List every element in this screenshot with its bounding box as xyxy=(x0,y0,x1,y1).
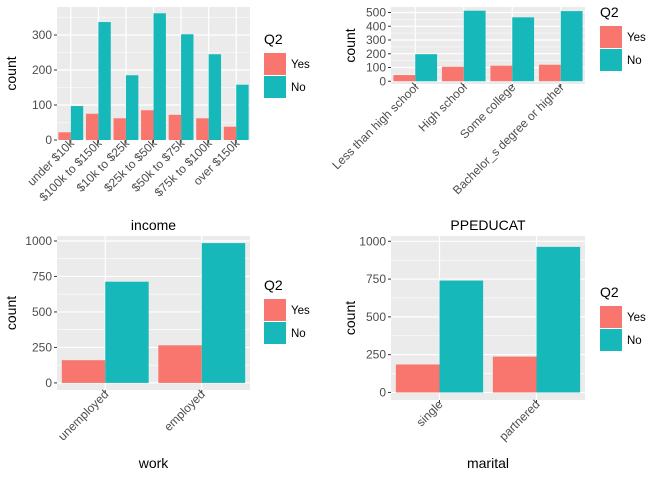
y-tick-label: 500 xyxy=(32,305,52,319)
legend-key-no xyxy=(600,329,622,351)
bar-no xyxy=(105,281,149,383)
legend-title: Q2 xyxy=(264,31,283,47)
legend-key-yes xyxy=(264,53,286,75)
bar-yes xyxy=(141,110,154,140)
y-tick-label: 400 xyxy=(366,19,386,33)
y-tick-label: 300 xyxy=(366,33,386,47)
y-tick-label: 500 xyxy=(366,6,386,20)
y-tick-label: 0 xyxy=(379,74,386,88)
bar-no xyxy=(536,246,581,393)
legend-title: Q2 xyxy=(600,284,619,300)
bar-yes xyxy=(113,118,126,140)
x-tick-label: partnered xyxy=(496,397,542,443)
y-tick-label: 0 xyxy=(45,376,52,390)
bar-yes xyxy=(395,364,440,393)
legend-label: No xyxy=(291,82,306,94)
bar-no xyxy=(181,34,194,140)
x-axis-title: work xyxy=(138,455,170,471)
legend-key-yes xyxy=(600,26,622,48)
legend-label: No xyxy=(627,55,642,67)
legend-label: No xyxy=(291,328,306,340)
legend-key-no xyxy=(264,322,286,344)
legend-key-no xyxy=(600,49,622,71)
bar-no xyxy=(236,84,249,140)
legend-label: Yes xyxy=(291,59,310,71)
bar-yes xyxy=(168,114,182,140)
bar-yes xyxy=(393,75,416,82)
y-tick-label: 750 xyxy=(32,269,52,283)
bar-no xyxy=(201,243,246,383)
bar-no xyxy=(70,106,84,140)
legend-key-yes xyxy=(600,306,622,328)
y-tick-label: 500 xyxy=(366,310,386,324)
bar-yes xyxy=(490,65,513,82)
x-tick-label: unemployed xyxy=(55,387,111,443)
y-tick-label: 200 xyxy=(366,47,386,61)
bar-yes xyxy=(196,118,209,140)
y-axis-title: count xyxy=(342,301,358,335)
y-tick-label: 1000 xyxy=(25,234,52,248)
x-axis-title: marital xyxy=(467,455,509,471)
legend-key-yes xyxy=(264,299,286,321)
bar-no xyxy=(512,17,535,82)
x-tick-label: single xyxy=(414,397,446,429)
legend-title: Q2 xyxy=(600,4,619,20)
legend-label: Yes xyxy=(291,305,310,317)
bar-yes xyxy=(85,113,99,140)
legend: Q2 Yes No xyxy=(600,284,646,351)
bar-no xyxy=(463,10,486,82)
bar-yes xyxy=(223,126,237,140)
x-tick-label: Less than high school xyxy=(329,80,421,172)
x-axis-title: PPEDUCAT xyxy=(450,217,526,233)
bar-no xyxy=(560,11,583,82)
bar-yes xyxy=(492,356,537,393)
y-tick-label: 1000 xyxy=(359,234,386,248)
legend: Q2 Yes No xyxy=(264,31,310,98)
y-tick-label: 250 xyxy=(366,348,386,362)
bar-yes xyxy=(58,132,71,140)
bar-no xyxy=(153,13,166,140)
bar-yes xyxy=(158,345,202,383)
legend: Q2 Yes No xyxy=(264,277,310,344)
bar-yes xyxy=(441,66,464,82)
bar-no xyxy=(98,22,111,140)
y-tick-label: 200 xyxy=(32,63,52,77)
y-tick-label: 0 xyxy=(379,385,386,399)
bar-yes xyxy=(61,360,106,383)
y-tick-label: 750 xyxy=(366,272,386,286)
y-tick-label: 0 xyxy=(45,133,52,147)
chart-panel-3: 0 250 500 750 1000 unemployed employed work coun… xyxy=(3,234,310,471)
legend: Q2 Yes No xyxy=(600,4,646,71)
y-axis-title: count xyxy=(3,296,19,330)
y-axis-title: count xyxy=(3,56,19,90)
legend-label: No xyxy=(627,335,642,347)
bar-yes xyxy=(538,64,561,82)
x-tick-label: employed xyxy=(161,387,208,434)
y-tick-label: 100 xyxy=(366,61,386,75)
bar-no xyxy=(125,75,139,140)
y-axis-title: count xyxy=(342,28,358,62)
y-tick-label: 100 xyxy=(32,98,52,112)
bar-no xyxy=(208,54,222,140)
bar-no xyxy=(415,54,438,82)
legend-label: Yes xyxy=(627,312,646,324)
chart-panel-4: 0 250 500 750 1000 single partnered marital coun… xyxy=(342,234,646,471)
bar-no xyxy=(439,280,484,393)
y-tick-label: 250 xyxy=(32,340,52,354)
y-tick-label: 300 xyxy=(32,28,52,42)
x-axis-title: income xyxy=(131,217,176,233)
legend-label: Yes xyxy=(627,32,646,44)
legend-title: Q2 xyxy=(264,277,283,293)
legend-key-no xyxy=(264,76,286,98)
